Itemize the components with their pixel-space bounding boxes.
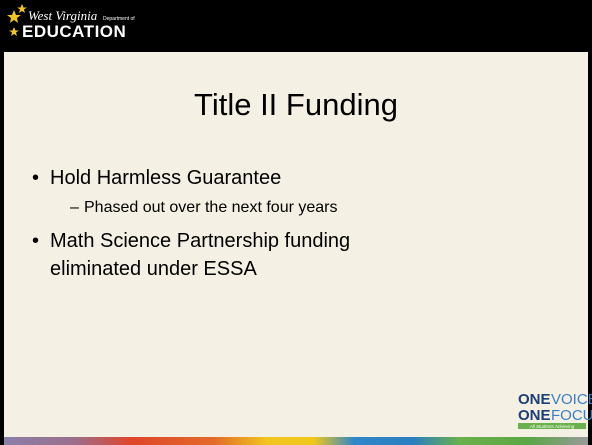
star — [17, 4, 27, 13]
logo-focus: FOCUS — [551, 407, 592, 424]
star — [9, 27, 19, 36]
bullet-text: Math Science Partnership funding — [50, 230, 350, 252]
color-stripe — [4, 437, 588, 445]
logo: West Virginia Department of EDUCATION — [7, 4, 135, 41]
footer-logo: ONE VOICE ONE FOCUS All Students Achievi… — [518, 391, 592, 429]
logo-main: EDUCATION — [22, 22, 126, 41]
bullet-marker: • — [32, 230, 39, 252]
logo-dept: Department of — [103, 16, 135, 22]
slide-title: Title II Funding — [194, 87, 398, 122]
logo-voice: VOICE — [551, 391, 592, 408]
tagline-band — [518, 423, 586, 429]
star — [7, 10, 21, 23]
bullet-text: eliminated under ESSA — [50, 258, 257, 280]
logo-one: ONE — [518, 407, 551, 424]
bullet-marker: • — [32, 167, 39, 189]
bullet-text: Hold Harmless Guarantee — [50, 167, 281, 189]
logo-one: ONE — [518, 391, 551, 408]
slide-background — [4, 52, 588, 437]
sub-bullet-marker: – — [70, 199, 79, 216]
sub-bullet-text: Phased out over the next four years — [84, 199, 337, 216]
logo-tagline: All Students Achieving — [529, 424, 575, 429]
logo-script: West Virginia — [28, 8, 98, 23]
